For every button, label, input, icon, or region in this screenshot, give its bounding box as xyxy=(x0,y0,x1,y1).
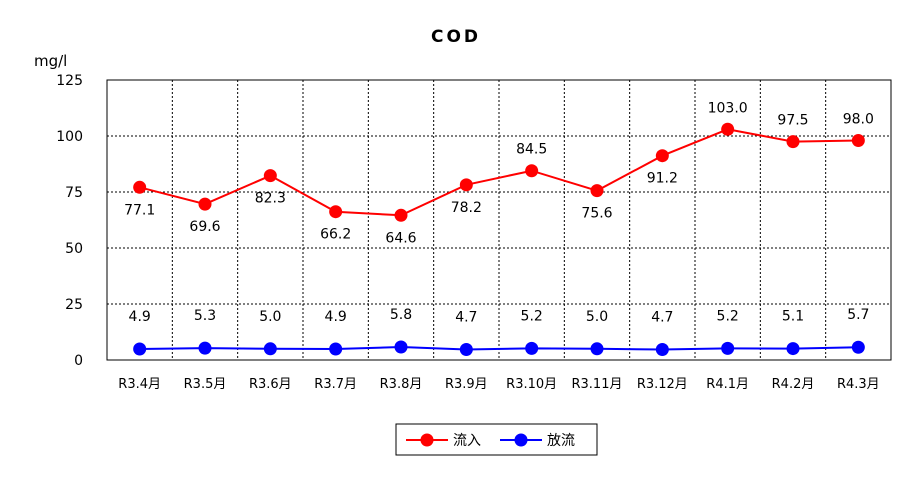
series-line xyxy=(139,128,859,217)
data-label-inflow: 69.6 xyxy=(189,219,220,235)
grid xyxy=(106,79,892,361)
data-point xyxy=(786,342,800,356)
data-point xyxy=(198,341,212,355)
x-tick-label: R4.1月 xyxy=(706,377,749,392)
y-tick-label: 25 xyxy=(65,297,83,313)
data-point xyxy=(590,342,604,356)
data-point xyxy=(263,169,277,183)
plot-area-frame xyxy=(106,79,892,361)
data-label-outflow: 5.1 xyxy=(782,309,804,325)
data-label-outflow: 4.9 xyxy=(129,309,151,325)
legend-label: 流入 xyxy=(453,433,481,449)
y-axis-unit-label: mg/l xyxy=(34,52,67,70)
x-tick-label: R3.7月 xyxy=(314,377,357,392)
data-label-inflow: 82.3 xyxy=(255,191,286,207)
data-point xyxy=(786,135,800,149)
data-point xyxy=(394,340,408,354)
legend-swatch-marker xyxy=(420,433,434,447)
x-tick-label: R3.8月 xyxy=(380,377,423,392)
data-label-outflow: 4.9 xyxy=(325,309,347,325)
data-label-inflow: 84.5 xyxy=(516,142,547,158)
data-point xyxy=(133,342,147,356)
data-point xyxy=(655,149,669,163)
y-tick-label: 100 xyxy=(56,129,83,145)
data-label-outflow: 5.2 xyxy=(521,308,543,324)
x-tick-label: R3.4月 xyxy=(118,377,161,392)
data-label-outflow: 4.7 xyxy=(455,309,477,325)
data-point xyxy=(198,197,212,211)
x-tick-label: R3.9月 xyxy=(445,377,488,392)
data-point xyxy=(851,133,865,147)
x-tick-label: R3.12月 xyxy=(637,377,688,392)
y-tick-label: 125 xyxy=(56,73,83,89)
data-label-outflow: 5.7 xyxy=(847,307,869,323)
data-point xyxy=(655,342,669,356)
data-label-inflow: 75.6 xyxy=(581,206,612,222)
data-point xyxy=(459,342,473,356)
x-tick-label: R4.3月 xyxy=(837,377,880,392)
data-point xyxy=(263,342,277,356)
data-label-inflow: 77.1 xyxy=(124,202,155,218)
data-point xyxy=(459,178,473,192)
data-point xyxy=(721,122,735,136)
data-label-outflow: 5.3 xyxy=(194,308,216,324)
x-tick-label: R3.5月 xyxy=(184,377,227,392)
data-label-outflow: 5.2 xyxy=(717,308,739,324)
data-point xyxy=(133,180,147,194)
data-point xyxy=(394,208,408,222)
series-line xyxy=(139,346,859,351)
data-label-inflow: 66.2 xyxy=(320,227,351,243)
data-point xyxy=(721,341,735,355)
x-tick-label: R4.2月 xyxy=(772,377,815,392)
data-label-inflow: 103.0 xyxy=(708,100,748,116)
data-label-outflow: 5.0 xyxy=(586,309,608,325)
chart-title: COD xyxy=(431,27,481,47)
x-tick-label: R3.10月 xyxy=(506,377,557,392)
data-label-outflow: 4.7 xyxy=(651,309,673,325)
data-labels: 77.1 69.6 82.3 66.2 64.6 78.2 84.5 75.6 91.2 103.… xyxy=(124,100,874,325)
data-label-inflow: 78.2 xyxy=(451,200,482,216)
y-tick-label: 0 xyxy=(74,353,83,369)
series-group xyxy=(133,122,865,356)
data-label-outflow: 5.0 xyxy=(259,309,281,325)
legend-swatch-marker xyxy=(514,433,528,447)
data-point xyxy=(525,164,539,178)
data-label-inflow: 64.6 xyxy=(385,230,416,246)
data-point xyxy=(329,205,343,219)
data-point xyxy=(525,341,539,355)
data-point xyxy=(329,342,343,356)
data-label-inflow: 91.2 xyxy=(647,171,678,187)
legend: 流入 放流 xyxy=(395,423,598,456)
data-label-outflow: 5.8 xyxy=(390,307,412,323)
legend-label: 放流 xyxy=(547,433,575,449)
data-point xyxy=(851,340,865,354)
y-axis-ticks: 0 25 50 75 100 125 xyxy=(56,73,83,369)
data-label-inflow: 97.5 xyxy=(777,113,808,129)
x-tick-label: R3.11月 xyxy=(572,377,623,392)
x-tick-label: R3.6月 xyxy=(249,377,292,392)
data-label-inflow: 98.0 xyxy=(843,111,874,127)
data-point xyxy=(590,184,604,198)
y-tick-label: 50 xyxy=(65,241,83,257)
y-tick-label: 75 xyxy=(65,185,83,201)
x-axis-ticks: R3.4月 R3.5月 R3.6月 R3.7月 R3.8月 R3.9月 R3.10月 R3.1… xyxy=(118,377,879,392)
